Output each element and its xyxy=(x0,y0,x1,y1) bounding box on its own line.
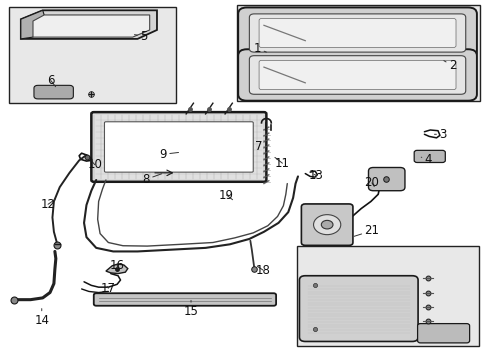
Text: 18: 18 xyxy=(255,264,270,276)
Circle shape xyxy=(321,220,332,229)
Text: 1: 1 xyxy=(253,42,266,55)
FancyBboxPatch shape xyxy=(249,56,465,94)
Text: 16: 16 xyxy=(109,258,124,271)
Circle shape xyxy=(313,215,340,235)
FancyBboxPatch shape xyxy=(368,167,404,191)
Text: 9: 9 xyxy=(159,148,178,161)
Polygon shape xyxy=(21,10,157,39)
Text: 19: 19 xyxy=(219,189,234,202)
Polygon shape xyxy=(21,10,44,39)
FancyBboxPatch shape xyxy=(34,85,73,99)
FancyBboxPatch shape xyxy=(238,49,476,101)
Text: 5: 5 xyxy=(134,30,147,42)
FancyBboxPatch shape xyxy=(413,150,445,162)
Text: 10: 10 xyxy=(87,158,102,171)
Text: 8: 8 xyxy=(142,173,162,186)
Text: 17: 17 xyxy=(101,282,116,295)
Text: 20: 20 xyxy=(364,176,379,189)
FancyBboxPatch shape xyxy=(249,14,465,52)
Text: 3: 3 xyxy=(433,128,446,141)
FancyBboxPatch shape xyxy=(259,60,455,90)
FancyBboxPatch shape xyxy=(91,112,266,182)
Text: 6: 6 xyxy=(47,74,56,87)
Text: 2: 2 xyxy=(443,59,455,72)
Text: 13: 13 xyxy=(308,169,323,182)
FancyBboxPatch shape xyxy=(301,204,352,246)
FancyBboxPatch shape xyxy=(94,293,276,306)
Bar xyxy=(9,7,176,103)
Text: 15: 15 xyxy=(183,300,198,318)
Bar xyxy=(237,5,479,102)
Text: 14: 14 xyxy=(34,309,49,327)
Text: 21: 21 xyxy=(353,224,379,237)
FancyBboxPatch shape xyxy=(417,324,468,343)
Bar xyxy=(296,246,478,346)
FancyBboxPatch shape xyxy=(299,276,417,342)
FancyBboxPatch shape xyxy=(238,8,476,59)
Polygon shape xyxy=(33,15,149,37)
Text: 7: 7 xyxy=(255,140,266,153)
Text: 12: 12 xyxy=(41,198,56,211)
FancyBboxPatch shape xyxy=(104,122,253,172)
Text: 4: 4 xyxy=(420,153,431,166)
FancyBboxPatch shape xyxy=(259,18,455,48)
Text: 11: 11 xyxy=(274,157,289,170)
Polygon shape xyxy=(106,264,127,274)
